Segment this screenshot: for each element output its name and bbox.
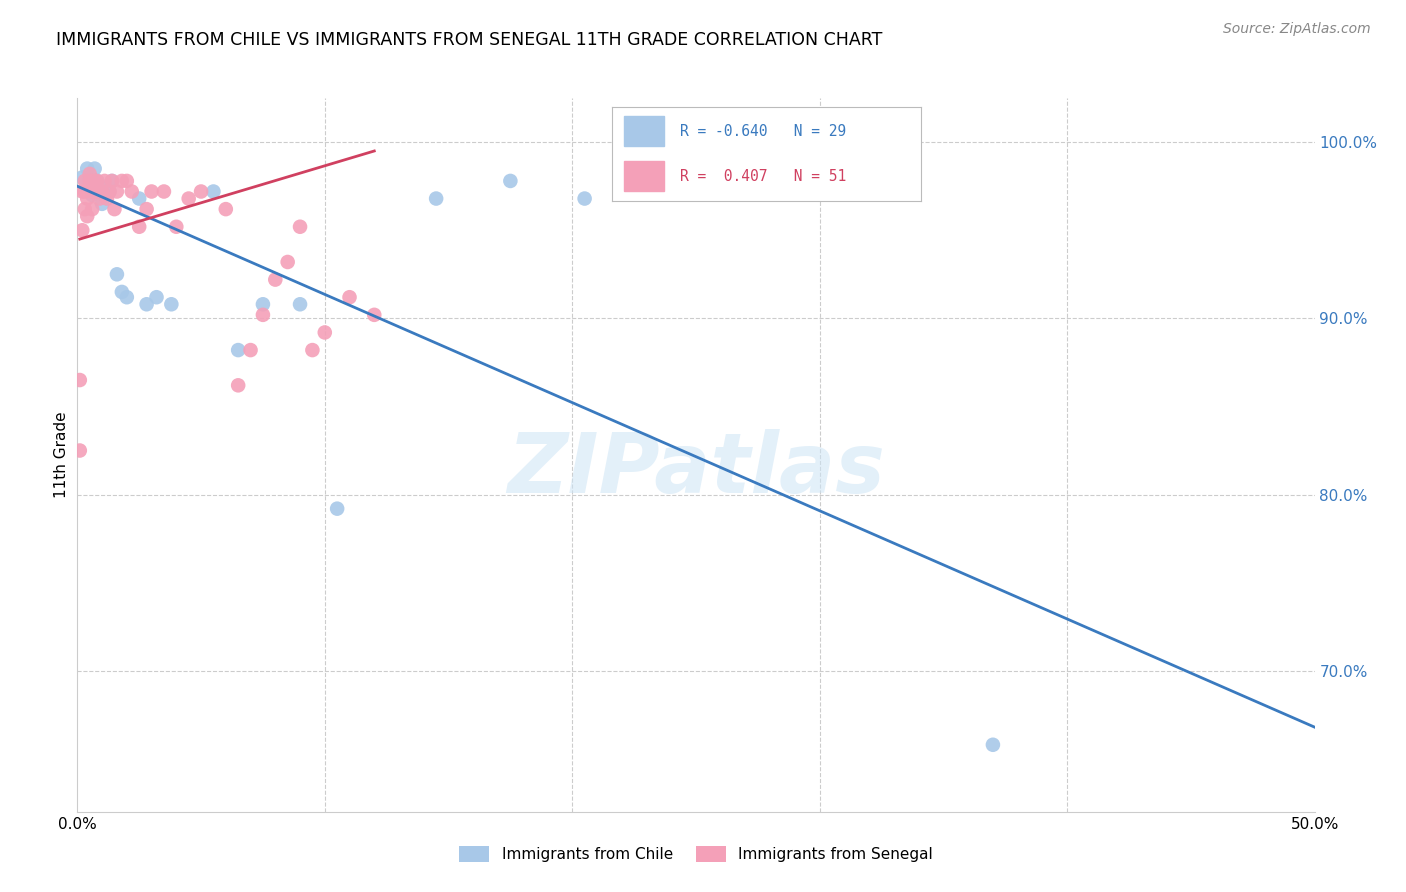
Point [76, 192, 98, 206]
Point [264, 272, 287, 286]
Point [339, 290, 361, 304]
Point [288, 297, 311, 311]
Point [301, 343, 323, 357]
Point [93, 188, 115, 202]
Point [252, 308, 274, 322]
Point [252, 297, 274, 311]
Point [86, 185, 108, 199]
Point [215, 202, 238, 216]
Point [190, 185, 212, 199]
Point [128, 219, 150, 234]
Point [115, 290, 138, 304]
Point [83, 161, 105, 176]
Point [128, 192, 150, 206]
Point [111, 174, 134, 188]
Point [72, 170, 94, 185]
Point [165, 219, 187, 234]
Text: Source: ZipAtlas.com: Source: ZipAtlas.com [1223, 22, 1371, 37]
Point [82, 185, 104, 199]
Point [135, 202, 157, 216]
Point [141, 185, 163, 199]
Point [226, 343, 249, 357]
Point [105, 268, 128, 282]
Point [91, 197, 114, 211]
Point [202, 185, 225, 199]
Point [135, 297, 157, 311]
Point [226, 378, 249, 392]
Point [98, 185, 121, 199]
Point [499, 174, 522, 188]
Point [574, 192, 596, 206]
Point [314, 326, 336, 340]
Point [363, 308, 385, 322]
Point [79, 179, 101, 194]
Point [69, 373, 91, 387]
Point [153, 185, 176, 199]
Point [101, 174, 124, 188]
Point [83, 185, 105, 199]
Point [73, 185, 96, 199]
Point [111, 285, 134, 299]
Point [73, 202, 96, 216]
Text: IMMIGRANTS FROM CHILE VS IMMIGRANTS FROM SENEGAL 11TH GRADE CORRELATION CHART: IMMIGRANTS FROM CHILE VS IMMIGRANTS FROM… [56, 31, 883, 49]
Point [115, 174, 138, 188]
Point [145, 290, 167, 304]
Bar [624, 161, 664, 191]
Point [277, 255, 299, 269]
Point [93, 174, 115, 188]
Point [425, 192, 447, 206]
Text: R =  0.407   N = 51: R = 0.407 N = 51 [679, 169, 846, 184]
Point [82, 188, 104, 202]
Point [86, 174, 108, 188]
Point [326, 501, 349, 516]
Point [160, 297, 183, 311]
Point [103, 202, 125, 216]
Point [239, 343, 262, 357]
Point [89, 179, 111, 194]
Point [981, 738, 1004, 752]
Point [96, 192, 118, 206]
Point [76, 161, 98, 176]
Point [83, 174, 105, 188]
Point [796, 131, 818, 145]
Text: R = -0.640   N = 29: R = -0.640 N = 29 [679, 124, 846, 139]
Legend: Immigrants from Chile, Immigrants from Senegal: Immigrants from Chile, Immigrants from S… [453, 840, 939, 868]
Point [177, 192, 200, 206]
Point [76, 209, 98, 223]
Point [288, 219, 311, 234]
Bar [624, 116, 664, 146]
Point [86, 174, 108, 188]
Point [101, 174, 124, 188]
Point [98, 185, 121, 199]
Point [105, 185, 128, 199]
Point [82, 202, 104, 216]
Point [72, 185, 94, 199]
Point [69, 443, 91, 458]
Point [79, 167, 101, 181]
Point [91, 185, 114, 199]
Point [89, 192, 111, 206]
Point [79, 174, 101, 188]
Point [73, 174, 96, 188]
Point [121, 185, 143, 199]
Text: ZIPatlas: ZIPatlas [508, 429, 884, 509]
Point [72, 223, 94, 237]
Y-axis label: 11th Grade: 11th Grade [53, 411, 69, 499]
